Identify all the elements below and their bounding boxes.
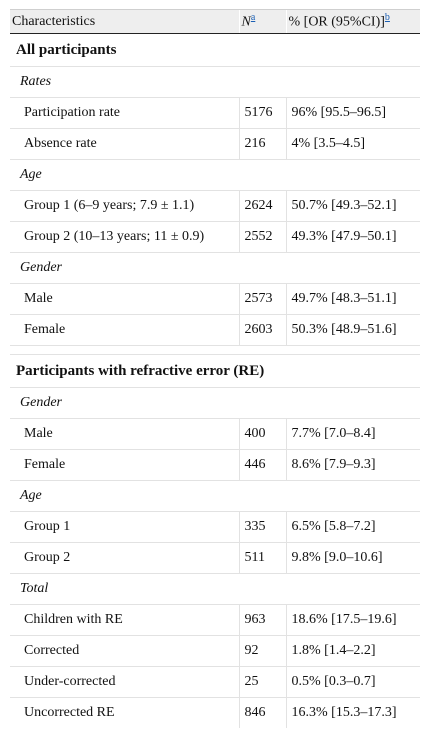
table-row: Group 1 (6–9 years; 7.9 ± 1.1) 2624 50.7… [10,190,420,222]
table-row: Group 1 335 6.5% [5.8–7.2] [10,511,420,543]
row-n: 335 [238,511,286,543]
row-n: 400 [238,418,286,450]
row-n: 2624 [238,190,286,222]
subsection-row-age: Age [10,159,420,191]
header-n: Na [238,9,286,34]
table-row: Male 2573 49.7% [48.3–51.1] [10,283,420,315]
section-title: All participants [10,33,420,67]
row-label: Participation rate [10,97,239,129]
table-row: Female 2603 50.3% [48.9–51.6] [10,314,420,346]
characteristics-table-container: Characteristics Na % [OR (95%CI)]b All p… [10,9,420,728]
row-n: 216 [238,128,286,160]
row-n: 2603 [238,314,286,346]
row-percent: 16.3% [15.3–17.3] [285,697,420,728]
row-percent: 8.6% [7.9–9.3] [285,449,420,481]
table-row: Female 446 8.6% [7.9–9.3] [10,449,420,481]
subsection-title: Total [10,573,420,605]
subsection-title: Gender [10,387,420,419]
row-label: Group 2 (10–13 years; 11 ± 0.9) [10,221,239,253]
subsection-row-age: Age [10,480,420,512]
row-n: 846 [238,697,286,728]
row-percent: 49.3% [47.9–50.1] [285,221,420,253]
row-percent: 50.3% [48.9–51.6] [285,314,420,346]
subsection-title: Age [10,159,420,191]
section-title: Participants with refractive error (RE) [10,354,420,388]
row-n: 511 [238,542,286,574]
table-header-row: Characteristics Na % [OR (95%CI)]b [10,9,420,34]
header-n-label: N [241,14,251,30]
subsection-title: Gender [10,252,420,284]
table-row: Group 2 511 9.8% [9.0–10.6] [10,542,420,574]
row-label: Corrected [10,635,239,667]
row-percent: 9.8% [9.0–10.6] [285,542,420,574]
subsection-row-total: Total [10,573,420,605]
table-row: Absence rate 216 4% [3.5–4.5] [10,128,420,160]
row-n: 963 [238,604,286,636]
row-label: Children with RE [10,604,239,636]
footnote-a-link[interactable]: a [250,12,256,24]
section-divider [10,345,420,355]
section-row-refractive-error: Participants with refractive error (RE) [10,354,420,388]
row-label: Uncorrected RE [24,705,115,720]
row-label: Female [10,449,239,481]
row-n: 2552 [238,221,286,253]
section-row-all-participants: All participants [10,33,420,67]
header-percent-label: % [OR (95%CI)] [288,14,385,30]
footnote-b-link[interactable]: b [384,12,390,24]
row-percent: 96% [95.5–96.5] [285,97,420,129]
table-row: Group 2 (10–13 years; 11 ± 0.9) 2552 49.… [10,221,420,253]
row-percent: 1.8% [1.4–2.2] [285,635,420,667]
table-row: Uncorrected RE 846 16.3% [15.3–17.3] [10,697,420,728]
header-characteristics: Characteristics [10,9,239,34]
row-percent: 6.5% [5.8–7.2] [285,511,420,543]
row-n: 25 [238,666,286,698]
row-percent: 4% [3.5–4.5] [285,128,420,160]
subsection-row-gender: Gender [10,252,420,284]
header-percent: % [OR (95%CI)]b [285,9,420,34]
row-label: Male [10,418,239,450]
subsection-row-rates: Rates [10,66,420,98]
table-row: Corrected 92 1.8% [1.4–2.2] [10,635,420,667]
table-row: Participation rate 5176 96% [95.5–96.5] [10,97,420,129]
row-label: Group 1 [10,511,239,543]
row-percent: 49.7% [48.3–51.1] [285,283,420,315]
row-percent: 7.7% [7.0–8.4] [285,418,420,450]
row-label: Under-corrected [10,666,239,698]
table-row: Children with RE 963 18.6% [17.5–19.6] [10,604,420,636]
characteristics-table: Characteristics Na % [OR (95%CI)]b All p… [10,9,420,728]
row-percent: 18.6% [17.5–19.6] [285,604,420,636]
subsection-title: Rates [10,66,420,98]
row-label: Group 2 [10,542,239,574]
row-n: 2573 [238,283,286,315]
table-row: Male 400 7.7% [7.0–8.4] [10,418,420,450]
row-n: 446 [238,449,286,481]
table-row: Under-corrected 25 0.5% [0.3–0.7] [10,666,420,698]
row-label: Absence rate [10,128,239,160]
row-label: Female [10,314,239,346]
row-label: Male [10,283,239,315]
row-label: Group 1 (6–9 years; 7.9 ± 1.1) [10,190,239,222]
row-percent: 0.5% [0.3–0.7] [285,666,420,698]
subsection-row-gender: Gender [10,387,420,419]
row-n: 92 [238,635,286,667]
row-percent: 50.7% [49.3–52.1] [285,190,420,222]
row-n: 5176 [238,97,286,129]
subsection-title: Age [10,480,420,512]
